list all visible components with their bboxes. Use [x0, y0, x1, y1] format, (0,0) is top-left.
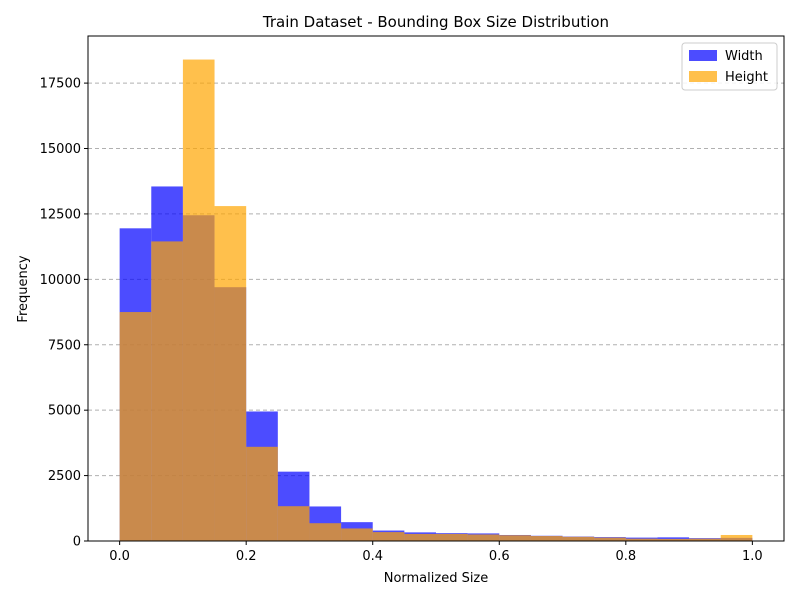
x-tick-label: 0.6 [489, 549, 510, 564]
width-legend-label: Width [725, 49, 763, 64]
height-bar [246, 446, 278, 541]
height-bar [625, 538, 658, 541]
y-axis-title: Frequency [16, 255, 31, 322]
x-axis-title: Normalized Size [384, 571, 489, 586]
height-bar [119, 312, 152, 541]
height-bar [309, 523, 342, 541]
width-legend-swatch [689, 50, 717, 61]
x-tick-label: 0.0 [109, 549, 130, 564]
plot-frame [87, 35, 785, 542]
height-bar [562, 536, 595, 541]
height-bar [689, 538, 721, 541]
y-tick-label: 0 [73, 535, 81, 550]
y-tick-label: 15000 [40, 142, 81, 157]
y-tick-label: 12500 [40, 207, 81, 222]
height-bar [499, 535, 531, 541]
height-bar [404, 533, 436, 541]
x-tick-label: 0.2 [236, 549, 257, 564]
height-bar [214, 206, 247, 542]
height-bar [720, 534, 753, 541]
x-tick-label: 0.4 [362, 549, 383, 564]
legend: Width Height [681, 42, 778, 91]
height-bar [436, 533, 468, 541]
height-bar [530, 536, 563, 541]
chart-title: Train Dataset - Bounding Box Size Distri… [262, 13, 609, 31]
height-bar [341, 528, 373, 541]
y-tick-label: 5000 [48, 404, 81, 419]
height-bar [657, 538, 690, 541]
x-tick-label: 1.0 [742, 549, 763, 564]
height-bar [372, 532, 405, 541]
height-bar [467, 534, 500, 541]
height-bar [594, 537, 626, 541]
height-bar [277, 506, 310, 541]
y-tick-label: 17500 [40, 77, 81, 92]
height-series-bars [119, 59, 753, 542]
height-legend-label: Height [725, 70, 768, 85]
height-legend-swatch [689, 71, 717, 82]
y-tick-label: 10000 [40, 273, 81, 288]
height-bar [151, 241, 183, 541]
y-tick-label: 7500 [48, 338, 81, 353]
height-bar [182, 59, 215, 541]
x-axis: 0.0 0.2 0.4 0.6 0.8 1.0 [109, 541, 763, 564]
y-tick-label: 2500 [48, 469, 81, 484]
x-tick-label: 0.8 [615, 549, 636, 564]
y-axis: 0 2500 5000 7500 10000 12500 15000 17500 [40, 77, 88, 550]
